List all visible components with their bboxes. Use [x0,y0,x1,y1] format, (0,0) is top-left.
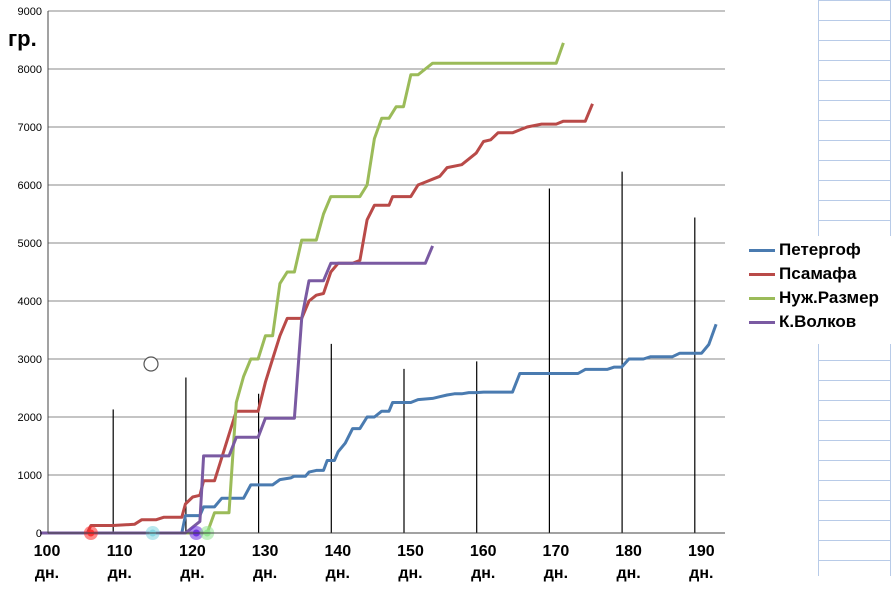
legend-label: Нуж.Размер [779,288,879,307]
legend-swatch [749,248,775,252]
y-tick-label: 4000 [18,296,42,308]
gridlines [48,10,725,534]
legend-item: К.Волков [749,312,856,332]
x-tick-unit: дн. [108,565,132,582]
x-tick-label: 190 [688,543,715,560]
y-tick-label: 1000 [18,470,42,482]
tick-labels: 0 1000 2000 3000 4000 5000 6000 7000 8000 9000 100… [18,6,715,582]
x-tick-unit: дн. [471,565,495,582]
x-tick-unit: дн. [689,565,713,582]
x-tick-label: 130 [252,543,279,560]
legend-item: Нуж.Размер [749,288,879,308]
x-tick-label: 180 [615,543,642,560]
black-vertical-marker-lines [112,171,696,533]
chart-legend: Петергоф Псамафа Нуж.Размер К.Волков [745,236,891,344]
x-tick-label: 160 [470,543,497,560]
x-tick-unit: дн. [253,565,277,582]
hollow-circle-marker [143,356,159,372]
x-tick-unit: дн. [180,565,204,582]
legend-item: Псамафа [749,264,856,284]
y-tick-label: 7000 [18,122,42,134]
y-axis-label: гр. [8,26,37,51]
series-line-К.Волков [40,245,434,535]
series-lines [40,42,718,535]
series-line-Псамафа [40,103,594,535]
x-tick-label: 170 [543,543,570,560]
decorative-dots [83,356,215,540]
legend-swatch [749,272,775,276]
x-tick-unit: дн. [398,565,422,582]
y-tick-label: 6000 [18,180,42,192]
x-tick-unit: дн. [35,565,59,582]
y-tick-label: 5000 [18,238,42,250]
x-tick-unit: дн. [544,565,568,582]
series-line-Нуж.Размер [40,42,565,535]
y-tick-label: 2000 [18,412,42,424]
y-tick-label: 9000 [18,6,42,18]
x-tick-label: 110 [107,543,133,560]
legend-label: К.Волков [779,312,857,331]
x-tick-label: 120 [179,543,206,560]
legend-label: Псамафа [779,264,857,283]
legend-label: Петергоф [779,240,861,259]
legend-swatch [749,296,775,300]
y-tick-label: 8000 [18,64,42,76]
x-tick-label: 100 [34,543,61,560]
x-tick-unit: дн. [326,565,350,582]
x-tick-unit: дн. [616,565,640,582]
axes [47,11,725,534]
series-line-Петергоф [40,323,718,535]
x-tick-label: 150 [397,543,424,560]
legend-swatch [749,320,775,324]
legend-item: Петергоф [749,240,861,260]
y-tick-label: 3000 [18,354,42,366]
x-tick-label: 140 [324,543,351,560]
y-tick-label: 0 [36,528,42,540]
